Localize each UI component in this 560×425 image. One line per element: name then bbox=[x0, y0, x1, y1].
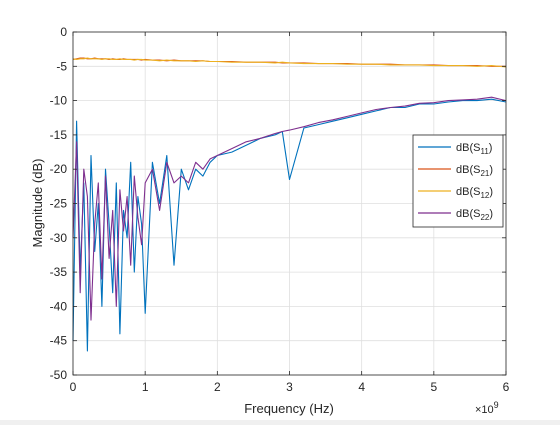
legend-entry-label: dB(S22) bbox=[456, 208, 493, 222]
y-tick-label: -10 bbox=[50, 94, 68, 108]
y-tick-label: -35 bbox=[50, 265, 68, 279]
legend-entry-label: dB(S11) bbox=[456, 142, 492, 156]
y-tick-label: -5 bbox=[56, 59, 67, 73]
y-tick-label: -30 bbox=[50, 231, 68, 245]
x-axis-exponent-power: 9 bbox=[494, 400, 499, 410]
x-axis-exponent-base: ×10 bbox=[475, 404, 494, 416]
x-tick-label: 5 bbox=[430, 380, 437, 394]
axis-ticks: 0 1 2 3 4 5 6 0 -5 -10 -15 -20 -25 -30 -35 -40 -45 -50 bbox=[50, 25, 510, 394]
series-line-s22 bbox=[72, 96, 507, 321]
y-tick-label: -15 bbox=[50, 128, 68, 142]
y-tick-label: -45 bbox=[50, 334, 68, 348]
x-axis-label: Frequency (Hz) bbox=[244, 401, 334, 416]
legend-entry-label: dB(S12) bbox=[456, 186, 493, 200]
series-line-s12 bbox=[72, 57, 507, 68]
y-tick-label: -25 bbox=[50, 197, 68, 211]
y-tick-label: 0 bbox=[60, 25, 67, 39]
legend: dB(S11) dB(S21) dB(S12) dB(S22) bbox=[412, 134, 504, 228]
y-tick-label: -20 bbox=[50, 162, 68, 176]
x-tick-label: 1 bbox=[142, 380, 149, 394]
legend-entry-label: dB(S21) bbox=[456, 164, 493, 178]
x-axis-exponent: ×109 bbox=[475, 400, 499, 416]
y-tick-label: -40 bbox=[50, 299, 68, 313]
x-tick-label: 6 bbox=[503, 380, 510, 394]
x-tick-label: 0 bbox=[70, 380, 77, 394]
y-tick-label: -50 bbox=[50, 368, 68, 382]
x-tick-label: 3 bbox=[286, 380, 293, 394]
legend-box bbox=[412, 134, 504, 228]
x-tick-label: 2 bbox=[214, 380, 221, 394]
series-lines bbox=[72, 57, 507, 352]
x-tick-label: 4 bbox=[358, 380, 365, 394]
y-axis-label: Magnitude (dB) bbox=[30, 159, 45, 248]
